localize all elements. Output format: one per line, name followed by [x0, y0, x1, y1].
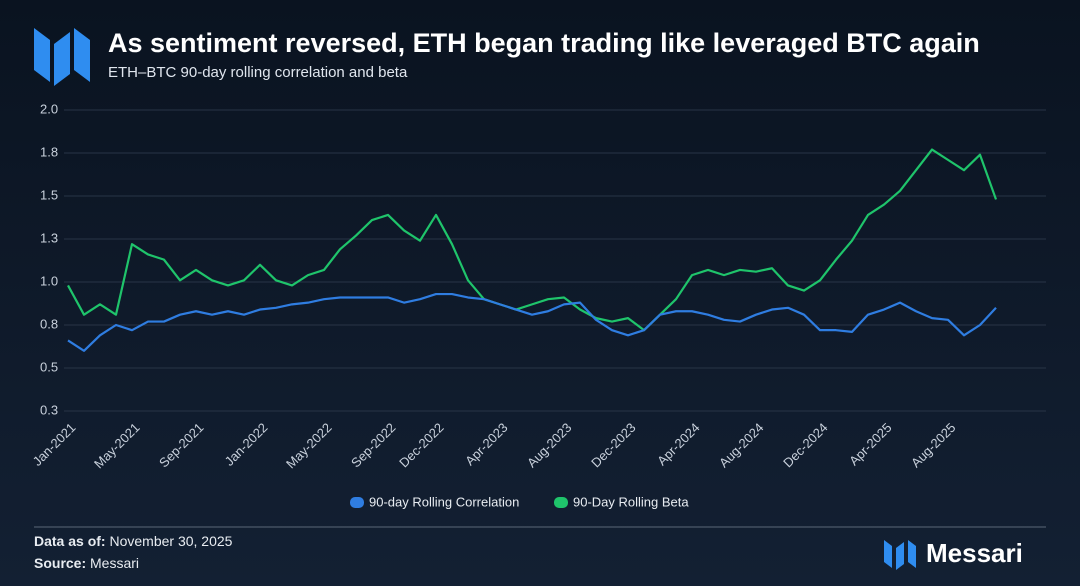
y-tick-label: 1.5 [40, 187, 58, 202]
y-tick-label: 2.0 [40, 101, 58, 116]
series-line [67, 292, 997, 352]
x-tick-label: Sep-2022 [348, 420, 398, 470]
x-tick-label: Dec-2024 [780, 420, 830, 470]
x-tick-label: May-2021 [91, 420, 142, 471]
x-tick-label: Jan-2021 [30, 420, 79, 469]
date: November 30, 2025 [109, 533, 233, 549]
x-tick-label: Dec-2022 [396, 420, 446, 470]
x-tick-label: Apr-2023 [462, 420, 510, 468]
x-tick-label: Aug-2023 [524, 420, 574, 470]
x-tick-label: May-2022 [283, 420, 334, 471]
legend-marker [350, 497, 364, 508]
y-tick-label: 0.5 [40, 359, 58, 374]
x-tick-label: Jan-2022 [222, 420, 271, 469]
y-tick-label: 1.3 [40, 230, 58, 245]
source: Messari [90, 555, 140, 571]
x-tick-label: Aug-2025 [908, 420, 958, 470]
chart-subtitle: ETH–BTC 90-day rolling correlation and b… [108, 64, 408, 81]
x-tick-label: Apr-2024 [654, 420, 702, 468]
chart-title: As sentiment reversed, ETH began trading… [108, 28, 980, 58]
y-tick-label: 1.0 [40, 273, 58, 288]
y-tick-label: 0.3 [40, 402, 58, 417]
footer-source: Source: Messari [34, 555, 139, 571]
footer-date: Data as of: November 30, 2025 [34, 533, 232, 549]
date-label: Data as of: [34, 533, 106, 549]
x-tick-label: Apr-2025 [846, 420, 894, 468]
legend-label: 90-day Rolling Correlation [369, 494, 519, 509]
y-tick-label: 1.8 [40, 144, 58, 159]
brand-logo [884, 540, 916, 570]
x-tick-label: Aug-2024 [716, 420, 766, 470]
series-line [67, 148, 998, 332]
logo [34, 28, 90, 86]
y-tick-label: 0.8 [40, 316, 58, 331]
brand-name: Messari [926, 538, 1023, 568]
legend-label: 90-Day Rolling Beta [573, 494, 689, 509]
x-tick-label: Dec-2023 [588, 420, 638, 470]
legend-marker [554, 497, 568, 508]
x-tick-label: Sep-2021 [156, 420, 206, 470]
source-label: Source: [34, 555, 87, 571]
